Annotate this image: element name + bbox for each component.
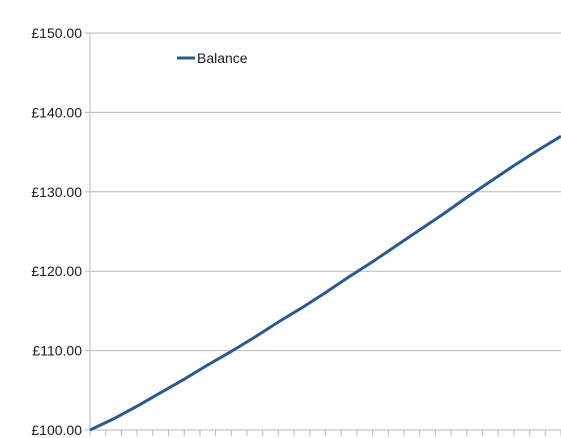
- y-tick-label: £100.00: [31, 422, 82, 438]
- x-axis-ticks: [89, 430, 561, 436]
- y-tick-label: £150.00: [31, 25, 82, 41]
- y-tick-label: £110.00: [32, 343, 82, 359]
- legend-label-balance: Balance: [197, 50, 248, 66]
- y-tick-label: £120.00: [31, 263, 82, 279]
- series-line-balance: [89, 134, 561, 432]
- legend: Balance: [177, 50, 248, 66]
- y-tick-label: £140.00: [31, 104, 82, 120]
- grid-lines: [90, 32, 561, 431]
- y-axis-ticks: £100.00 £110.00 £120.00 £130.00 £140.00 £150.…: [31, 25, 90, 438]
- y-tick-label: £130.00: [31, 184, 82, 200]
